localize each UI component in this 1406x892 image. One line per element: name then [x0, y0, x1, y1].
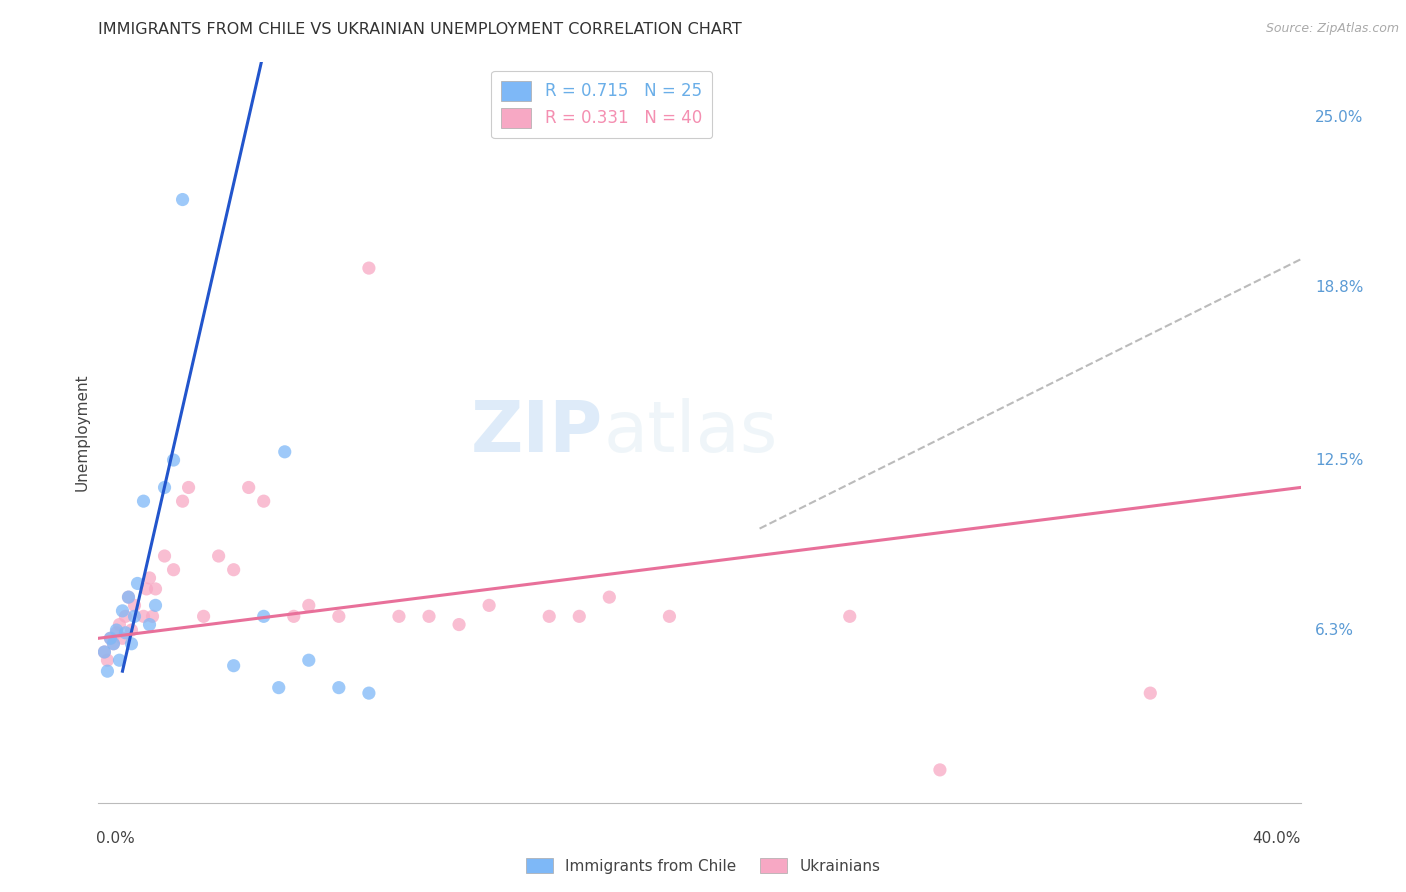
Point [105, 625, 128, 640]
Point [658, 609, 681, 624]
Point [357, 686, 380, 700]
Point [162, 563, 184, 577]
Point [141, 609, 163, 624]
Point [114, 625, 136, 640]
Point [153, 480, 176, 494]
Point [238, 480, 260, 494]
Text: atlas: atlas [603, 398, 778, 467]
Point [172, 494, 194, 508]
Point [132, 494, 155, 508]
Point [117, 590, 139, 604]
Point [598, 590, 620, 604]
Point [162, 453, 184, 467]
Point [418, 609, 440, 624]
Point [108, 617, 131, 632]
Point [177, 480, 200, 494]
Point [135, 582, 157, 596]
Point [96, 664, 118, 678]
Point [121, 637, 143, 651]
Point [93, 645, 115, 659]
Point [138, 617, 160, 632]
Text: Source: ZipAtlas.com: Source: ZipAtlas.com [1265, 22, 1399, 36]
Point [127, 576, 149, 591]
Point [298, 653, 321, 667]
Point [222, 563, 245, 577]
Text: 25.0%: 25.0% [1315, 110, 1364, 125]
Text: 12.5%: 12.5% [1315, 452, 1364, 467]
Point [111, 632, 134, 646]
Text: 40.0%: 40.0% [1253, 831, 1301, 846]
Point [357, 261, 380, 276]
Point [121, 623, 143, 637]
Point [138, 571, 160, 585]
Point [103, 637, 125, 651]
Point [328, 681, 350, 695]
Text: 6.3%: 6.3% [1315, 623, 1354, 638]
Point [117, 590, 139, 604]
Point [124, 609, 146, 624]
Point [108, 653, 131, 667]
Point [153, 549, 176, 563]
Point [253, 609, 276, 624]
Point [1139, 686, 1161, 700]
Y-axis label: Unemployment: Unemployment [75, 374, 90, 491]
Point [124, 599, 146, 613]
Point [274, 445, 297, 459]
Legend: Immigrants from Chile, Ukrainians: Immigrants from Chile, Ukrainians [520, 852, 886, 880]
Point [208, 549, 231, 563]
Point [93, 645, 115, 659]
Point [100, 632, 122, 646]
Text: IMMIGRANTS FROM CHILE VS UKRAINIAN UNEMPLOYMENT CORRELATION CHART: IMMIGRANTS FROM CHILE VS UKRAINIAN UNEMP… [98, 22, 742, 37]
Point [132, 609, 155, 624]
Point [105, 623, 128, 637]
Text: 0.0%: 0.0% [96, 831, 135, 846]
Point [96, 653, 118, 667]
Point [222, 658, 245, 673]
Point [929, 763, 952, 777]
Point [568, 609, 591, 624]
Point [111, 604, 134, 618]
Point [447, 617, 470, 632]
Point [103, 637, 125, 651]
Point [328, 609, 350, 624]
Point [145, 582, 167, 596]
Point [388, 609, 411, 624]
Point [267, 681, 290, 695]
Legend: R = 0.715   N = 25, R = 0.331   N = 40: R = 0.715 N = 25, R = 0.331 N = 40 [492, 70, 711, 138]
Point [838, 609, 860, 624]
Text: ZIP: ZIP [471, 398, 603, 467]
Point [114, 609, 136, 624]
Point [100, 632, 122, 646]
Point [283, 609, 305, 624]
Point [193, 609, 215, 624]
Text: 18.8%: 18.8% [1315, 280, 1364, 294]
Point [172, 193, 194, 207]
Point [478, 599, 501, 613]
Point [538, 609, 561, 624]
Point [145, 599, 167, 613]
Point [298, 599, 321, 613]
Point [253, 494, 276, 508]
